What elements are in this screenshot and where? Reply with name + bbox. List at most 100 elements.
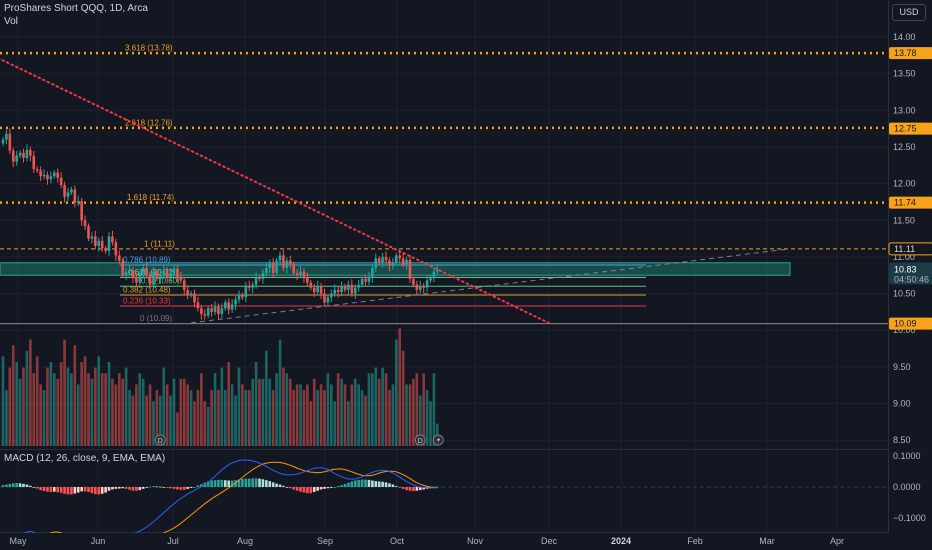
macd-histogram-bar xyxy=(282,485,285,487)
candle-body xyxy=(306,277,309,283)
macd-histogram-bar xyxy=(124,487,128,489)
candle-body xyxy=(107,236,111,252)
volume-bar xyxy=(172,378,176,446)
trendline-downtrend[interactable] xyxy=(0,41,552,325)
macd-histogram-bar xyxy=(176,487,179,490)
candle-body xyxy=(155,271,159,279)
volume-bar xyxy=(53,373,56,446)
volume-bar xyxy=(360,390,364,446)
price-label-fib xyxy=(889,47,932,60)
volume-bar xyxy=(94,367,97,446)
macd-histogram-bar xyxy=(145,487,148,488)
trendline-uptrend[interactable] xyxy=(191,248,790,324)
volume-bar xyxy=(330,384,333,446)
macd-histogram-bar xyxy=(247,478,251,487)
macd-histogram-bar xyxy=(87,487,90,492)
volume-bar xyxy=(429,401,432,446)
candle-body xyxy=(336,289,340,293)
candle-body xyxy=(323,293,326,303)
candle-body xyxy=(401,258,405,265)
macd-legend[interactable]: MACD (12, 26, close, 9, EMA, EMA) xyxy=(4,453,166,464)
volume-bar xyxy=(29,339,32,446)
candle-body xyxy=(159,275,162,279)
macd-histogram-bar xyxy=(5,484,8,487)
candle-body xyxy=(169,273,172,278)
currency-button[interactable]: USD xyxy=(892,4,926,21)
volume-bar xyxy=(155,390,159,446)
price-axis-tick: 10.00 xyxy=(893,325,916,335)
macd-histogram-bar xyxy=(189,487,193,488)
volume-bar xyxy=(179,378,183,446)
macd-histogram-bar xyxy=(100,487,104,494)
candle-body xyxy=(176,268,179,278)
candle-body xyxy=(418,286,422,290)
macd-histogram-bar xyxy=(182,487,186,490)
symbol-title[interactable]: ProShares Short QQQ, 1D, Arca xyxy=(4,3,148,14)
volume-bar xyxy=(247,390,251,446)
macd-histogram-bar xyxy=(70,487,73,495)
candle-body xyxy=(220,308,224,315)
price-axis-tick: 9.50 xyxy=(893,362,911,372)
candle-body xyxy=(76,201,80,203)
macd-histogram-bar xyxy=(227,480,231,487)
macd-histogram-bar xyxy=(251,478,254,487)
volume-bar xyxy=(401,350,405,446)
price-label-text: 12.75 xyxy=(894,124,917,134)
volume-bar xyxy=(418,395,422,446)
volume-bar xyxy=(148,384,152,446)
volume-bar xyxy=(100,373,104,446)
volume-bar xyxy=(141,378,145,446)
candle-body xyxy=(388,260,391,266)
candle-body xyxy=(131,270,135,278)
candle-body xyxy=(432,271,436,278)
dividend-marker-icon[interactable] xyxy=(414,434,426,446)
volume-bar xyxy=(295,384,299,446)
volume-bar xyxy=(90,378,94,446)
fib-level-label: 1.618 (11.74) xyxy=(127,193,174,202)
volume-bar xyxy=(408,384,412,446)
candle-body xyxy=(271,262,275,274)
candle-body xyxy=(32,155,36,169)
macd-histogram-bar xyxy=(11,483,15,487)
dividend-marker-icon[interactable] xyxy=(154,434,166,446)
volume-legend[interactable]: Vol xyxy=(4,16,18,27)
macd-histogram-bar xyxy=(336,486,340,487)
macd-histogram-bar xyxy=(312,487,316,492)
candle-body xyxy=(124,271,128,276)
macd-histogram-bar xyxy=(333,487,337,488)
candle-body xyxy=(302,271,306,278)
fib-level-label: 0.618 (10.72) xyxy=(128,268,176,277)
price-axis-tick: 12.00 xyxy=(893,179,916,189)
candle-body xyxy=(282,255,285,268)
macd-histogram-bar xyxy=(230,480,234,487)
candle-body xyxy=(42,174,46,177)
macd-histogram-bar xyxy=(415,487,419,491)
candle-body xyxy=(381,256,384,263)
volume-bar xyxy=(83,356,87,446)
volume-bar xyxy=(275,373,278,446)
volume-bar xyxy=(121,378,124,446)
volume-bar xyxy=(80,362,83,446)
volume-bar xyxy=(292,390,295,446)
candle-body xyxy=(360,278,364,285)
volume-bar xyxy=(234,395,237,446)
volume-bar xyxy=(128,390,131,446)
volume-bar xyxy=(104,373,107,446)
candle-body xyxy=(350,284,354,294)
candle-body xyxy=(35,168,39,171)
volume-bar xyxy=(182,378,186,446)
candle-body xyxy=(275,260,278,274)
candle-body xyxy=(11,150,15,162)
volume-bar xyxy=(42,390,46,446)
candle-body xyxy=(347,284,350,290)
candle-body xyxy=(309,282,313,288)
volume-bar xyxy=(285,373,289,446)
volume-bar xyxy=(49,362,53,446)
price-axis-tick: 11.00 xyxy=(893,252,915,262)
macd-histogram-bar xyxy=(46,487,49,492)
volume-bar xyxy=(265,350,268,446)
candle-body xyxy=(5,133,8,140)
macd-axis-tick: 0.0000 xyxy=(893,482,921,492)
volume-bar xyxy=(63,339,66,446)
